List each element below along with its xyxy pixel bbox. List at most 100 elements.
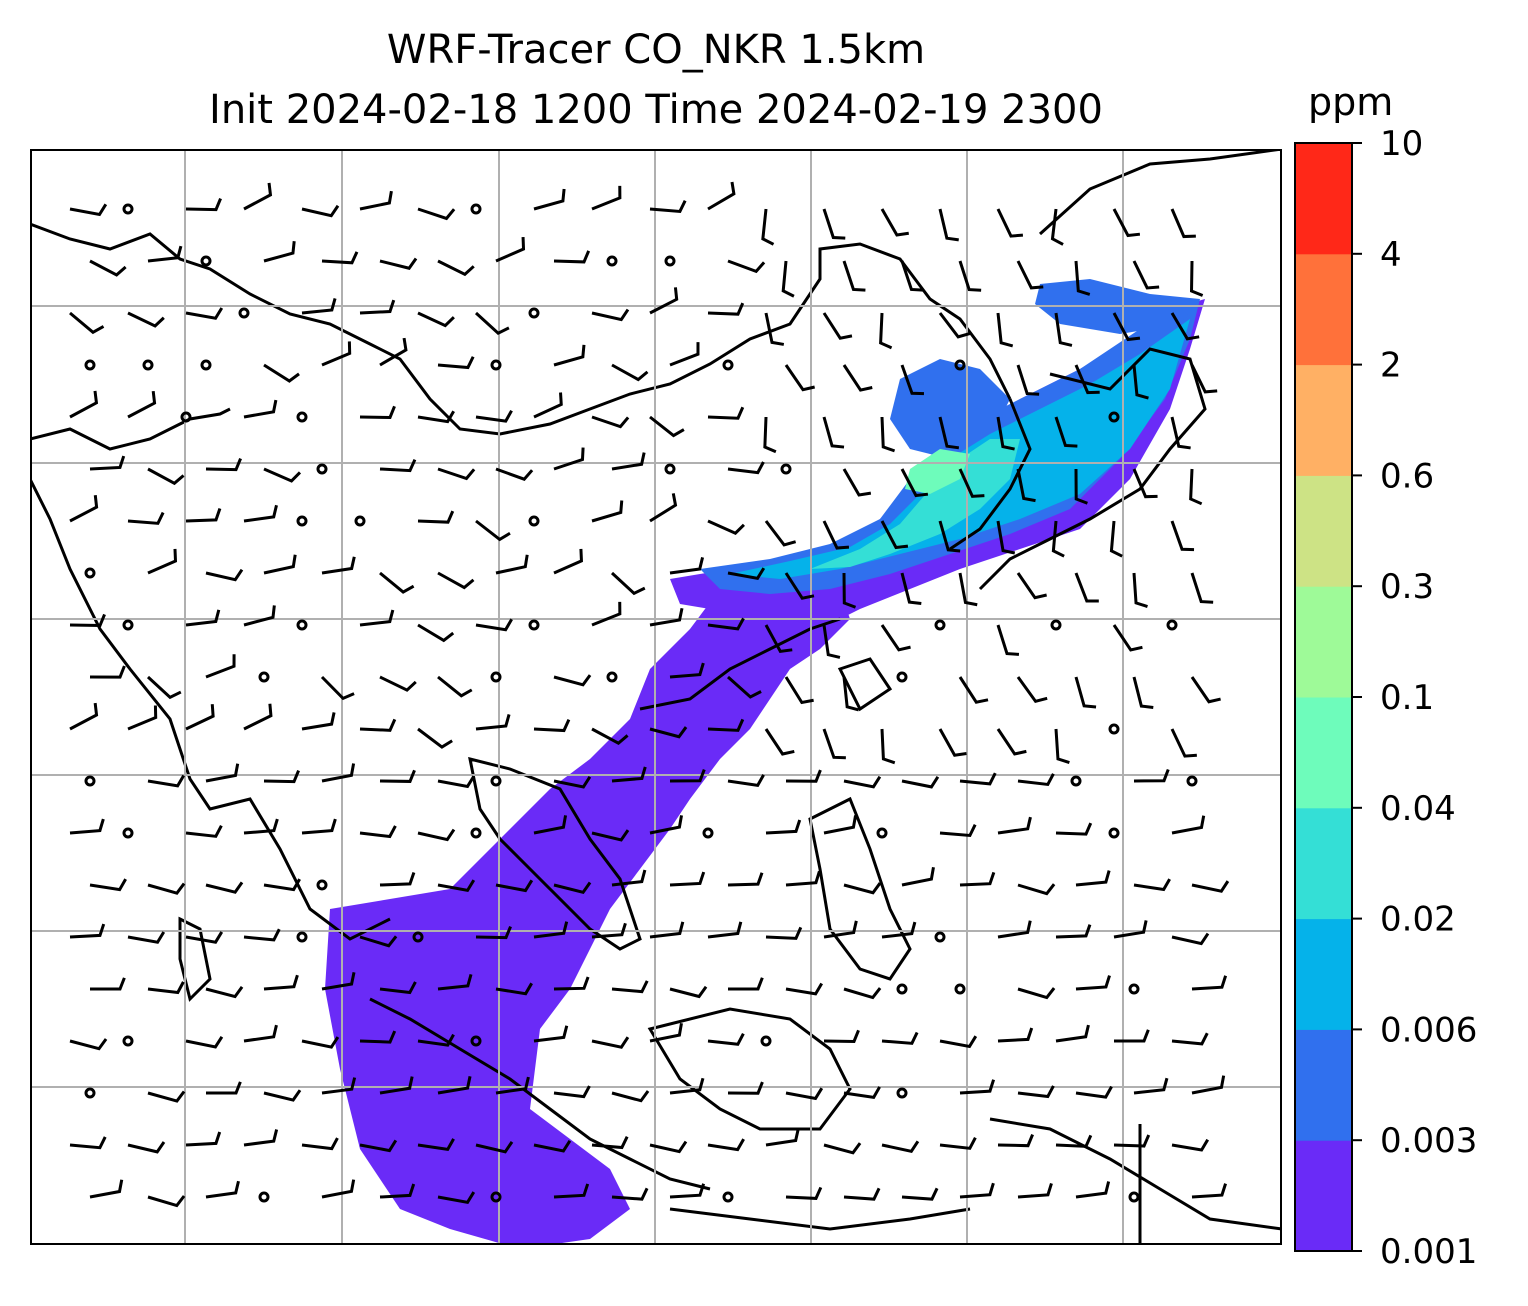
- wind-barb: [764, 520, 797, 547]
- wind-barb: [147, 1195, 186, 1208]
- colorbar-tick-label: 0.006: [1380, 1010, 1477, 1050]
- wind-barb: [89, 977, 126, 991]
- wind-barb: [822, 312, 853, 340]
- wind-barb: [649, 815, 683, 835]
- calm-marker: [258, 1191, 270, 1203]
- wind-barb: [1191, 1075, 1226, 1095]
- wind-barb: [417, 1138, 455, 1151]
- wind-barb: [900, 468, 929, 498]
- calm-marker: [122, 203, 134, 215]
- wind-barb: [765, 819, 802, 835]
- calm-marker: [1108, 827, 1120, 839]
- wind-barb: [649, 287, 679, 315]
- wind-barb: [591, 415, 630, 429]
- wind-barb: [553, 250, 591, 264]
- colorbar-segment: [1295, 586, 1352, 698]
- wind-barb: [1132, 260, 1160, 290]
- wind-barb: [69, 203, 108, 217]
- wind-barb: [533, 188, 566, 211]
- wind-barb: [707, 718, 745, 732]
- wind-barb: [533, 815, 568, 835]
- calm-marker: [84, 775, 96, 787]
- wind-barb: [437, 1191, 476, 1204]
- calm-marker: [490, 671, 502, 683]
- colorbar-tick-label: 0.003: [1380, 1121, 1477, 1161]
- colorbar-segment: [1295, 1029, 1352, 1141]
- wind-barb: [475, 618, 513, 632]
- wind-barb: [727, 461, 765, 475]
- wind-barb: [437, 1075, 472, 1095]
- wind-barb: [996, 312, 1014, 348]
- colorbar-segment: [1295, 253, 1352, 366]
- wind-barb: [959, 871, 996, 887]
- wind-barb: [591, 922, 627, 939]
- wind-barb: [958, 260, 982, 292]
- wind-barb: [320, 675, 355, 701]
- wind-barb: [243, 605, 276, 627]
- calm-marker: [296, 411, 308, 423]
- wind-barb: [495, 982, 533, 996]
- wind-barb: [417, 410, 455, 424]
- wind-barb: [437, 356, 475, 370]
- wind-barb: [1171, 1032, 1209, 1046]
- wind-barb: [553, 548, 583, 575]
- wind-barb: [127, 511, 165, 525]
- colorbar-tick-label: 0.3: [1380, 567, 1434, 607]
- wind-barb: [69, 311, 105, 335]
- wind-barb: [785, 1087, 824, 1101]
- wind-barb: [127, 931, 166, 944]
- calm-marker: [1166, 619, 1178, 631]
- colorbar-segment: [1295, 475, 1352, 587]
- wind-barb: [707, 181, 736, 211]
- wind-barb: [185, 197, 222, 212]
- wind-barb: [321, 763, 356, 783]
- wind-barb: [1055, 924, 1092, 939]
- wind-barb: [147, 548, 178, 575]
- wind-barb: [379, 571, 415, 594]
- plume-north: [890, 359, 1010, 459]
- wind-barb: [649, 921, 685, 939]
- wind-barb: [417, 311, 455, 328]
- wind-barb: [301, 712, 336, 731]
- wind-barb: [147, 467, 185, 486]
- wind-barb: [1170, 416, 1191, 450]
- wind-barb: [842, 260, 866, 292]
- wind-barb: [1050, 208, 1064, 246]
- wind-barb: [938, 520, 961, 553]
- wind-barb: [1191, 1183, 1227, 1199]
- wind-barb: [669, 1077, 705, 1095]
- wind-barb: [649, 1023, 683, 1043]
- wind-barb: [649, 415, 685, 438]
- wind-barb: [69, 702, 99, 731]
- wind-barb: [669, 557, 705, 575]
- wind-barb: [1133, 1077, 1169, 1095]
- wind-barb: [475, 519, 511, 542]
- wind-barb: [901, 1187, 939, 1201]
- wind-barb: [649, 726, 688, 739]
- wind-barb: [69, 495, 99, 523]
- calm-marker: [122, 827, 134, 839]
- calm-marker: [896, 1087, 908, 1099]
- wind-barb: [185, 508, 222, 523]
- wind-barb: [669, 871, 706, 887]
- wind-barb: [938, 312, 971, 339]
- wind-barb: [1171, 1138, 1210, 1152]
- wind-barb: [146, 675, 182, 700]
- calm-marker: [954, 359, 966, 371]
- wind-barb: [591, 1136, 629, 1150]
- wind-barb: [359, 935, 398, 948]
- wind-barb: [764, 728, 795, 756]
- wind-barb: [880, 416, 896, 453]
- wind-barb: [437, 259, 475, 277]
- calm-marker: [296, 931, 308, 943]
- wind-barb: [842, 468, 872, 497]
- wind-barb: [1171, 932, 1210, 946]
- wind-barb: [784, 364, 816, 392]
- wind-barb: [842, 364, 873, 392]
- wind-barb: [553, 976, 590, 991]
- wind-barb: [997, 816, 1032, 835]
- wind-barb: [996, 208, 1024, 238]
- wind-barb: [263, 974, 299, 991]
- wind-barb: [881, 1031, 919, 1045]
- wind-barb: [1132, 468, 1158, 499]
